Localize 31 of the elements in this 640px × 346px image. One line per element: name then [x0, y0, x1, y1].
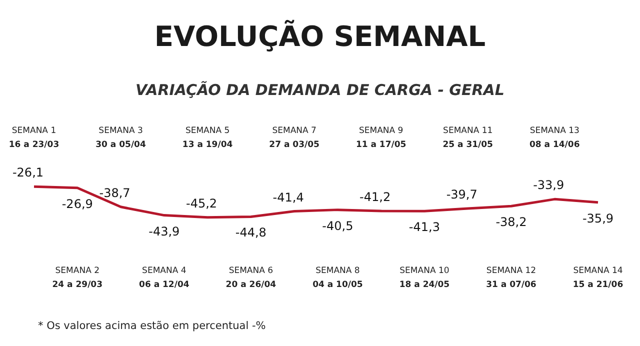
category-label: SEMANA 3 30 a 05/04	[96, 126, 146, 150]
category-label: SEMANA 11 25 a 31/05	[442, 126, 493, 150]
data-label: -41,2	[360, 190, 391, 204]
data-label: -44,8	[235, 226, 266, 240]
data-label: -35,9	[582, 211, 614, 226]
category-label: SEMANA 7 27 a 03/05	[269, 126, 320, 150]
data-label: -38,7	[99, 186, 130, 200]
category-label: SEMANA 12 31 a 07/06	[486, 266, 536, 290]
category-label: SEMANA 9 11 a 17/05	[356, 126, 406, 150]
text: * Os valores acima estão em percentual -%	[38, 320, 266, 332]
category-label: SEMANA 13 08 a 14/06	[529, 126, 580, 150]
category-label: SEMANA 4 06 a 12/04	[139, 266, 190, 290]
data-label: -26,9	[62, 196, 93, 211]
category-label: SEMANA 2 24 a 29/03	[52, 266, 103, 290]
data-label: -26,1	[12, 166, 44, 180]
data-label: -43,9	[148, 224, 180, 238]
category-label: SEMANA 8 04 a 10/05	[312, 266, 363, 290]
data-label: -38,2	[496, 215, 527, 230]
category-label: SEMANA 10 18 a 24/05	[399, 266, 450, 290]
category-label: SEMANA 14 15 a 21/06	[572, 266, 624, 290]
chart-subtitle: VARIAÇÃO DA DEMANDA DE CARGA - GERAL	[136, 81, 504, 99]
data-label: -41,4	[272, 190, 304, 204]
category-label: SEMANA 6 20 a 26/04	[226, 266, 276, 290]
category-label: SEMANA 1 16 a 23/03	[8, 126, 60, 150]
category-label: SEMANA 5 13 a 19/04	[182, 126, 233, 150]
data-label: -33,9	[533, 178, 564, 192]
data-label: -39,7	[446, 188, 478, 202]
chart-title: EVOLUÇÃO SEMANAL	[154, 19, 486, 53]
data-label: -45,2	[186, 196, 218, 210]
data-label: -41,3	[408, 220, 440, 234]
data-label: -40,5	[322, 218, 354, 233]
